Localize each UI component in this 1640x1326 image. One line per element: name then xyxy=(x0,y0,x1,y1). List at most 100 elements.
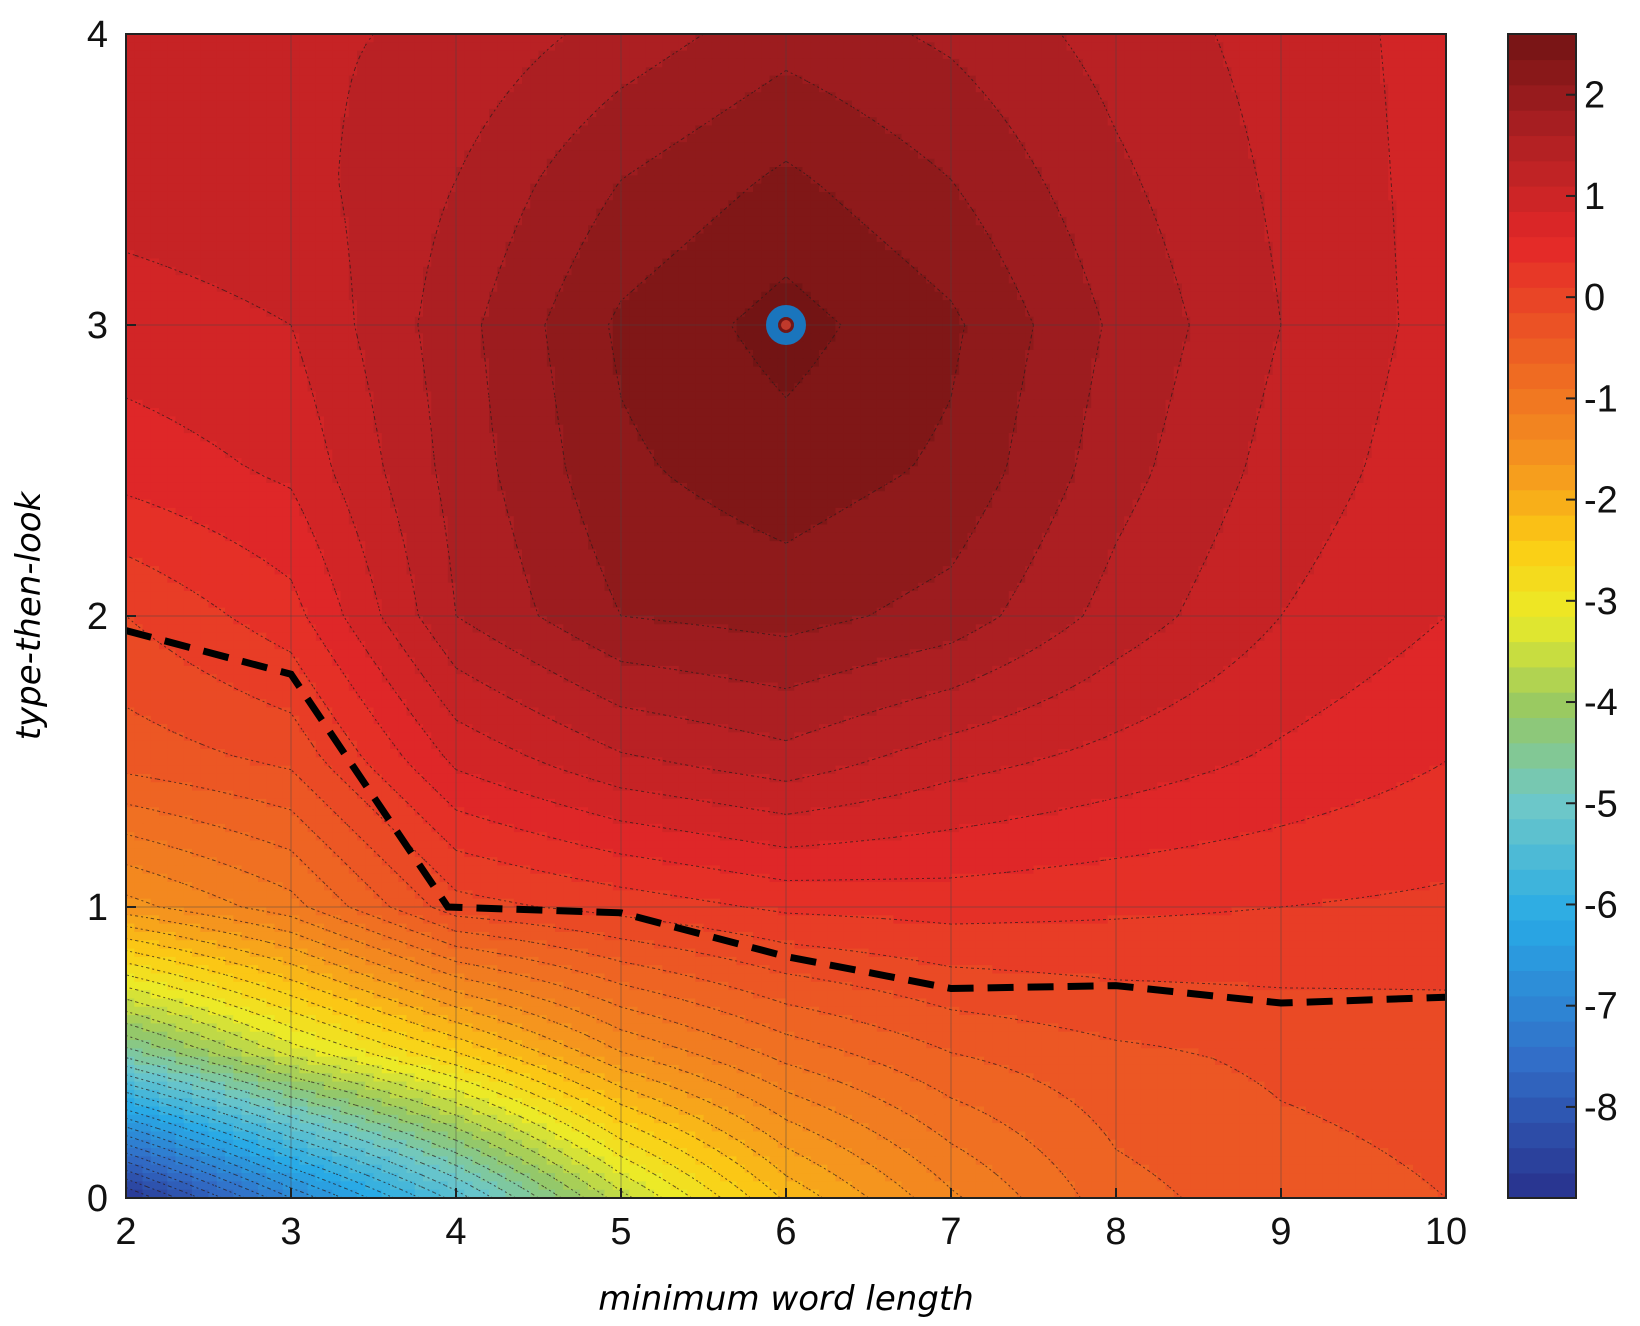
heatmap-cell xyxy=(959,75,969,85)
heatmap-cell xyxy=(1371,67,1381,77)
heatmap-cell xyxy=(1149,275,1158,285)
heatmap-cell xyxy=(282,133,292,143)
heatmap-cell xyxy=(1000,208,1010,218)
heatmap-cell xyxy=(563,83,573,93)
heatmap-cell xyxy=(843,142,853,151)
heatmap-cell xyxy=(1239,275,1249,285)
heatmap-cell xyxy=(299,216,309,226)
heatmap-cell xyxy=(1305,34,1315,43)
heatmap-cell xyxy=(1041,42,1051,52)
heatmap-cell xyxy=(926,258,936,268)
heatmap-cell xyxy=(1132,42,1142,52)
heatmap-cell xyxy=(753,233,762,243)
heatmap-cell xyxy=(769,92,779,102)
heatmap-cell xyxy=(538,200,548,210)
heatmap-cell xyxy=(1355,191,1365,201)
heatmap-cell xyxy=(1330,58,1340,68)
heatmap-cell xyxy=(843,225,853,235)
heatmap-cell xyxy=(175,75,185,85)
heatmap-cell xyxy=(1330,258,1340,268)
heatmap-cell xyxy=(423,42,432,52)
heatmap-cell xyxy=(1149,58,1158,68)
heatmap-cell xyxy=(1165,167,1175,176)
heatmap-cell xyxy=(1025,258,1035,268)
heatmap-cell xyxy=(225,142,234,151)
heatmap-cell xyxy=(1074,241,1084,251)
heatmap-cell xyxy=(761,125,771,135)
heatmap-cell xyxy=(1206,191,1216,201)
heatmap-cell xyxy=(992,258,1002,268)
heatmap-cell xyxy=(901,142,911,151)
heatmap-cell xyxy=(126,233,135,243)
heatmap-cell xyxy=(621,250,630,260)
heatmap-cell xyxy=(1380,133,1389,143)
heatmap-cell xyxy=(348,75,358,85)
heatmap-cell xyxy=(629,200,639,210)
heatmap-cell xyxy=(1182,158,1191,168)
heatmap-cell xyxy=(678,241,688,251)
heatmap-cell xyxy=(777,167,787,176)
heatmap-cell xyxy=(678,92,688,102)
heatmap-cell xyxy=(1107,75,1117,85)
heatmap-cell xyxy=(423,158,432,168)
heatmap-cell xyxy=(447,75,457,85)
heatmap-cell xyxy=(489,108,498,118)
heatmap-cell xyxy=(1173,191,1183,201)
heatmap-cell xyxy=(786,283,795,293)
heatmap-cell xyxy=(1347,167,1356,176)
heatmap-cell xyxy=(1050,75,1059,85)
heatmap-cell xyxy=(1116,200,1125,210)
heatmap-cell xyxy=(827,250,837,260)
heatmap-cell xyxy=(1396,133,1406,143)
heatmap-cell xyxy=(406,83,416,93)
heatmap-cell xyxy=(1223,67,1233,77)
heatmap-cell xyxy=(183,150,193,160)
heatmap-cell xyxy=(1083,283,1092,293)
heatmap-cell xyxy=(802,75,812,85)
heatmap-cell xyxy=(984,108,993,118)
heatmap-cell xyxy=(208,167,218,176)
heatmap-cell xyxy=(134,133,144,143)
heatmap-cell xyxy=(934,250,944,260)
heatmap-cell xyxy=(984,158,993,168)
heatmap-cell xyxy=(563,183,573,193)
heatmap-cell xyxy=(315,50,325,60)
heatmap-cell xyxy=(1182,250,1191,260)
heatmap-cell xyxy=(324,208,333,218)
heatmap-cell xyxy=(390,266,399,276)
heatmap-cell xyxy=(1132,167,1142,176)
heatmap-cell xyxy=(1149,50,1158,60)
heatmap-cell xyxy=(472,167,482,176)
heatmap-cell xyxy=(1281,241,1290,251)
heatmap-cell xyxy=(1091,258,1101,268)
heatmap-cell xyxy=(390,183,399,193)
heatmap-cell xyxy=(1058,92,1068,102)
heatmap-cell xyxy=(315,125,325,135)
heatmap-cell xyxy=(208,100,218,110)
heatmap-cell xyxy=(827,167,837,176)
heatmap-cell xyxy=(720,133,729,143)
heatmap-cell xyxy=(1008,58,1018,68)
heatmap-cell xyxy=(1404,158,1414,168)
heatmap-cell xyxy=(1132,216,1142,226)
heatmap-cell xyxy=(1116,225,1125,235)
heatmap-cell xyxy=(753,225,762,235)
heatmap-cell xyxy=(225,233,234,243)
heatmap-cell xyxy=(1074,92,1084,102)
heatmap-cell xyxy=(1248,133,1257,143)
heatmap-cell xyxy=(200,34,210,43)
heatmap-cell xyxy=(1322,183,1332,193)
heatmap-cell xyxy=(258,50,267,60)
heatmap-cell xyxy=(967,42,977,52)
heatmap-cell xyxy=(645,142,655,151)
heatmap-cell xyxy=(967,158,977,168)
heatmap-cell xyxy=(183,142,193,151)
heatmap-cell xyxy=(1165,200,1175,210)
heatmap-cell xyxy=(439,133,449,143)
heatmap-cell xyxy=(1305,250,1315,260)
heatmap-cell xyxy=(1380,167,1389,176)
heatmap-cell xyxy=(406,142,416,151)
heatmap-cell xyxy=(126,42,135,52)
heatmap-cell xyxy=(142,75,152,85)
heatmap-cell xyxy=(588,75,597,85)
